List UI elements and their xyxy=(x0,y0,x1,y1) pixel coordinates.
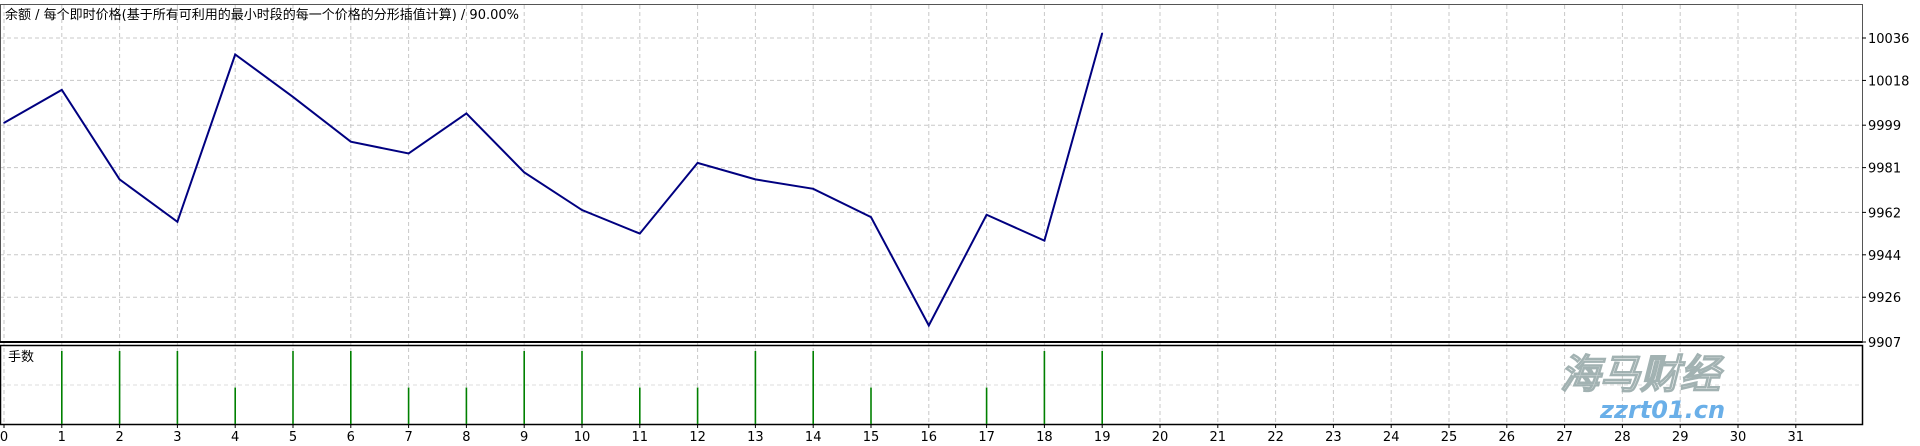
x-tick-label: 14 xyxy=(805,430,822,445)
y-tick-label: 9926 xyxy=(1868,291,1901,306)
balance-point xyxy=(407,152,410,155)
y-tick-label: 9999 xyxy=(1868,119,1901,134)
balance-point xyxy=(350,140,352,143)
x-tick-label: 11 xyxy=(632,430,649,445)
x-tick-label: 17 xyxy=(978,430,995,445)
balance-point xyxy=(754,178,757,181)
x-tick-label: 25 xyxy=(1441,430,1458,445)
y-tick-label: 9944 xyxy=(1868,249,1901,264)
balance-point xyxy=(523,171,525,174)
balance-point xyxy=(118,178,121,181)
balance-point xyxy=(1101,32,1103,35)
x-tick-label: 3 xyxy=(173,430,181,445)
x-tick-label: 27 xyxy=(1556,430,1573,445)
main-panel-frame xyxy=(0,4,1863,343)
balance-point xyxy=(234,53,236,56)
balance-points xyxy=(3,32,1103,327)
watermark-text: 海马财经 xyxy=(1560,352,1725,398)
x-tick-label: 1 xyxy=(58,430,66,445)
y-tick-label: 9962 xyxy=(1868,206,1901,221)
x-tick-label: 7 xyxy=(404,430,412,445)
balance-point xyxy=(985,213,988,216)
balance-point xyxy=(812,188,814,190)
x-tick-label: 16 xyxy=(921,430,938,445)
balance-point xyxy=(928,324,930,327)
x-tick-label: 20 xyxy=(1152,430,1169,445)
x-tick-label: 18 xyxy=(1036,430,1053,445)
y-tick-label: 10036 xyxy=(1868,32,1909,47)
balance-point xyxy=(61,89,63,91)
x-tick-label: 4 xyxy=(231,430,239,445)
volume-bars xyxy=(60,351,1103,424)
volume-panel-title: 手数 xyxy=(8,350,34,365)
x-tick-label: 19 xyxy=(1094,430,1111,445)
x-tick-label: 22 xyxy=(1267,430,1284,445)
balance-point xyxy=(176,221,179,223)
volume-panel-frame xyxy=(0,344,1864,426)
x-axis: 0 1 2 3 4 5 6 7 8 9 10 11 12 13 14 15 16 17 18 19 20 21 22 23 24… xyxy=(0,424,1804,445)
x-tick-label: 15 xyxy=(863,430,880,445)
balance-point xyxy=(639,232,641,235)
x-tick-label: 28 xyxy=(1614,430,1631,445)
x-tick-label: 10 xyxy=(574,430,591,445)
balance-point xyxy=(870,216,872,218)
y-tick-label: 9907 xyxy=(1868,336,1901,351)
balance-point xyxy=(696,162,699,164)
y-axis: 10036 10018 9999 9981 9962 9944 9926 9907 xyxy=(1862,32,1909,351)
x-tick-label: 8 xyxy=(462,430,470,445)
x-tick-label: 23 xyxy=(1325,430,1342,445)
x-tick-label: 6 xyxy=(347,430,355,445)
balance-point xyxy=(465,112,468,115)
x-tick-label: 12 xyxy=(689,430,706,445)
x-tick-label: 0 xyxy=(0,430,8,445)
balance-point xyxy=(1043,239,1046,242)
x-tick-label: 13 xyxy=(747,430,764,445)
x-tick-label: 24 xyxy=(1383,430,1400,445)
balance-line xyxy=(3,33,1104,328)
x-tick-label: 30 xyxy=(1730,430,1747,445)
x-tick-label: 29 xyxy=(1672,430,1689,445)
x-tick-label: 9 xyxy=(520,430,528,445)
y-tick-label: 10018 xyxy=(1868,74,1909,89)
chart-title: 余额 / 每个即时价格(基于所有可利用的最小时段的每一个价格的分形插值计算) /… xyxy=(5,7,519,23)
x-tick-label: 5 xyxy=(289,430,297,445)
balance-point xyxy=(581,209,583,211)
balance-point xyxy=(292,96,294,98)
watermark-logo: 海马财经 zzrt01.cn xyxy=(1559,351,1725,424)
balance-point xyxy=(3,122,5,124)
x-tick-label: 26 xyxy=(1499,430,1516,445)
x-tick-label: 2 xyxy=(115,430,123,445)
watermark-url: zzrt01.cn xyxy=(1599,396,1725,424)
y-tick-label: 9981 xyxy=(1868,162,1901,177)
x-tick-label: 21 xyxy=(1210,430,1227,445)
x-tick-label: 31 xyxy=(1788,430,1805,445)
